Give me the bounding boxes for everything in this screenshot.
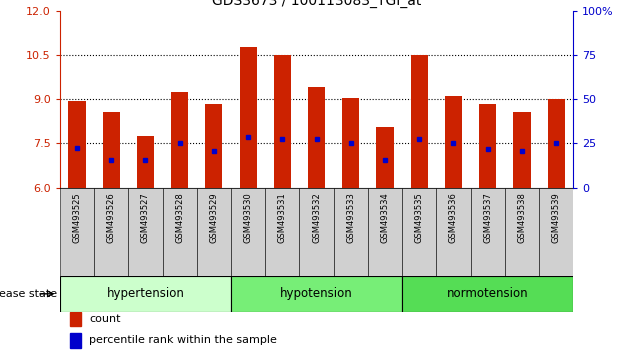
Bar xyxy=(402,276,573,312)
Text: GSM493534: GSM493534 xyxy=(381,192,389,243)
Bar xyxy=(197,188,231,276)
Bar xyxy=(368,188,402,276)
Text: GSM493526: GSM493526 xyxy=(106,192,116,243)
Bar xyxy=(547,99,564,188)
Bar xyxy=(299,188,334,276)
Bar xyxy=(163,188,197,276)
Text: hypertension: hypertension xyxy=(106,287,185,300)
Text: GSM493530: GSM493530 xyxy=(244,192,253,243)
Text: disease state: disease state xyxy=(0,289,57,299)
Bar xyxy=(69,101,86,188)
Bar xyxy=(539,188,573,276)
Bar xyxy=(505,188,539,276)
Bar xyxy=(342,98,359,188)
Title: GDS3673 / 100113083_TGI_at: GDS3673 / 100113083_TGI_at xyxy=(212,0,421,8)
Bar xyxy=(479,104,496,188)
Bar xyxy=(94,188,129,276)
Bar xyxy=(377,127,394,188)
Bar xyxy=(60,276,231,312)
Text: GSM493536: GSM493536 xyxy=(449,192,458,243)
Bar xyxy=(60,188,94,276)
Text: count: count xyxy=(89,314,120,324)
Bar xyxy=(103,113,120,188)
Bar xyxy=(513,113,530,188)
Bar xyxy=(205,104,222,188)
Text: GSM493527: GSM493527 xyxy=(141,192,150,243)
Bar xyxy=(308,87,325,188)
Text: normotension: normotension xyxy=(447,287,529,300)
Bar xyxy=(70,312,81,326)
Bar xyxy=(471,188,505,276)
Text: hypotension: hypotension xyxy=(280,287,353,300)
Bar xyxy=(274,55,291,188)
Text: GSM493538: GSM493538 xyxy=(517,192,527,243)
Text: GSM493539: GSM493539 xyxy=(552,192,561,243)
Text: GSM493528: GSM493528 xyxy=(175,192,184,243)
Bar xyxy=(437,188,471,276)
Text: GSM493529: GSM493529 xyxy=(209,192,219,243)
Text: GSM493537: GSM493537 xyxy=(483,192,492,243)
Bar xyxy=(129,188,163,276)
Text: GSM493535: GSM493535 xyxy=(415,192,424,243)
Bar xyxy=(402,188,437,276)
Bar xyxy=(137,136,154,188)
Bar xyxy=(171,92,188,188)
Bar xyxy=(411,55,428,188)
Bar xyxy=(231,276,402,312)
Text: GSM493532: GSM493532 xyxy=(312,192,321,243)
Bar xyxy=(239,47,256,188)
Bar xyxy=(231,188,265,276)
Text: GSM493525: GSM493525 xyxy=(72,192,81,243)
Bar xyxy=(445,96,462,188)
Bar xyxy=(265,188,299,276)
Bar xyxy=(70,333,81,348)
Text: percentile rank within the sample: percentile rank within the sample xyxy=(89,335,277,345)
Bar xyxy=(334,188,368,276)
Text: GSM493533: GSM493533 xyxy=(346,192,355,243)
Text: GSM493531: GSM493531 xyxy=(278,192,287,243)
